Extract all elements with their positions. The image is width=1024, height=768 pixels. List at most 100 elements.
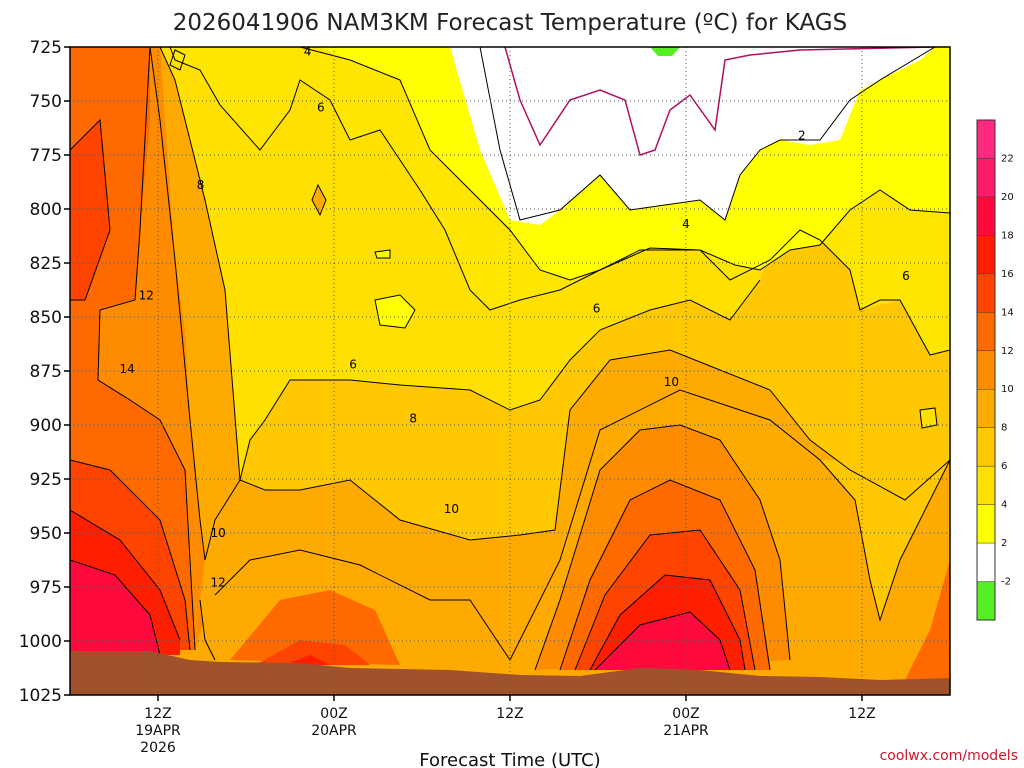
contour-label: 6 xyxy=(593,301,601,315)
colorbar-swatch xyxy=(977,427,995,467)
isotherm-10c-line-b xyxy=(199,389,950,661)
colorbar-swatch xyxy=(977,312,995,351)
colorbar-label: 20 xyxy=(1001,192,1014,203)
isotherm-10c-line xyxy=(149,47,241,561)
y-tick-label: 975 xyxy=(30,578,62,598)
colorbar-label: 22 xyxy=(1001,153,1014,164)
small-closed-contour-5 xyxy=(919,407,938,429)
colorbar-label: 4 xyxy=(1001,500,1007,511)
band-minus2-to-2 xyxy=(450,47,935,225)
contour-label: 6 xyxy=(317,100,325,114)
right-edge-12-to-16 xyxy=(900,560,950,690)
contour-labels: 4 6 8 2 4 6 6 12 14 6 8 10 10 10 12 xyxy=(120,44,910,589)
colorbar: -2 2 4 6 8 10 12 14 16 18 20 22 xyxy=(976,119,1014,621)
colorbar-label: 12 xyxy=(1001,346,1014,357)
colorbar-swatch xyxy=(977,273,995,313)
y-tick-label: 875 xyxy=(30,362,62,382)
colorbar-swatch xyxy=(977,235,995,274)
contour-label: 2 xyxy=(798,129,806,143)
small-closed-contour-1 xyxy=(169,49,186,71)
isotherm-20c-line xyxy=(594,611,731,671)
x-tick-label: 20APR xyxy=(311,723,357,739)
credit-text[interactable]: coolwx.com/models xyxy=(880,748,1018,764)
x-tick-label: 21APR xyxy=(663,723,709,739)
colorbar-frame xyxy=(976,119,996,621)
isotherm-14c-line-b xyxy=(559,479,771,671)
isotherm-18c-line xyxy=(70,559,746,671)
colorbar-swatch xyxy=(977,120,995,159)
x-tick-label: 2026 xyxy=(140,740,176,756)
y-tick-label: 900 xyxy=(30,416,62,436)
contour-label: 4 xyxy=(304,44,312,58)
colorbar-label: 14 xyxy=(1001,307,1014,318)
y-tick-label: 750 xyxy=(30,92,62,112)
colorbar-swatch xyxy=(977,504,995,544)
y-tick-label: 925 xyxy=(30,470,62,490)
contour-label: 10 xyxy=(444,502,459,516)
contour-label: 8 xyxy=(409,412,417,426)
isotherm-6c-line xyxy=(169,47,950,356)
isotherm-4c-line xyxy=(299,47,950,281)
contour-label: 12 xyxy=(210,576,225,590)
colorbar-label: 6 xyxy=(1001,461,1007,472)
x-tick-label: 00Z xyxy=(672,706,699,722)
contour-label: 6 xyxy=(349,358,357,372)
colorbar-swatch xyxy=(977,196,995,236)
contour-label: 6 xyxy=(902,269,910,283)
contour-label: 14 xyxy=(120,362,135,376)
y-tick-label: 775 xyxy=(30,146,62,166)
isotherm-8c-line xyxy=(159,47,950,541)
isotherm-2c-line xyxy=(504,47,936,156)
isotherm-12c-line xyxy=(97,47,196,651)
isotherm-12c-line-b xyxy=(534,424,791,671)
x-tick-label: 12Z xyxy=(848,706,875,722)
x-tick-label: 12Z xyxy=(144,706,171,722)
isotherm-16c-line-b xyxy=(574,529,756,671)
y-tick-label: 950 xyxy=(30,524,62,544)
contour-label: 8 xyxy=(197,178,205,192)
band-16-to-18-left xyxy=(70,120,190,650)
terrain-ground xyxy=(70,651,950,695)
y-tick-label: 1000 xyxy=(19,632,62,652)
isotherm-2c-line-b xyxy=(479,47,936,221)
small-closed-contour-2 xyxy=(311,183,327,217)
isotherm-16c-line xyxy=(70,509,181,641)
colorbar-swatch xyxy=(977,581,995,620)
spot-18-to-20 xyxy=(285,655,330,665)
colorbar-label: 18 xyxy=(1001,230,1014,241)
band-8-to-10-right xyxy=(820,460,950,620)
colorbar-swatch xyxy=(977,389,995,428)
colorbar-label: -2 xyxy=(1001,577,1011,588)
colorbar-swatch xyxy=(977,350,995,390)
colorbar-label: 2 xyxy=(1001,538,1007,549)
colorbar-swatch xyxy=(977,543,995,582)
colorbar-swatch xyxy=(977,466,995,505)
y-axis: 725 750 775 800 825 850 875 900 925 950 975 1000 102… xyxy=(19,38,70,706)
y-tick-label: 1025 xyxy=(19,686,62,706)
colorbar-label: 10 xyxy=(1001,384,1014,395)
y-tick-label: 850 xyxy=(30,308,62,328)
isotherm-14c-line xyxy=(70,118,191,651)
contour-label: 10 xyxy=(664,375,679,389)
small-closed-contour-3 xyxy=(374,294,416,329)
contour-label: 12 xyxy=(139,288,154,302)
x-tick-label: 12Z xyxy=(496,706,523,722)
y-tick-label: 825 xyxy=(30,254,62,274)
isotherm-6c-line-lower xyxy=(239,279,761,481)
colorbar-label: 8 xyxy=(1001,423,1007,434)
small-closed-contour-4 xyxy=(374,249,391,259)
contour-lines xyxy=(70,47,950,671)
colorbar-swatch xyxy=(977,158,995,197)
gridlines xyxy=(70,47,950,695)
x-axis-label: Forecast Time (UTC) xyxy=(419,750,600,768)
spot-16-to-18 xyxy=(255,640,370,665)
x-tick-label: 00Z xyxy=(320,706,347,722)
band-20-plus-left xyxy=(70,560,160,655)
y-tick-label: 725 xyxy=(30,38,62,58)
contour-label: 4 xyxy=(682,217,690,231)
chart-title: 2026041906 NAM3KM Forecast Temperature (… xyxy=(173,10,847,36)
colorbar-label: 16 xyxy=(1001,269,1014,280)
spot-14-to-16 xyxy=(230,590,400,665)
